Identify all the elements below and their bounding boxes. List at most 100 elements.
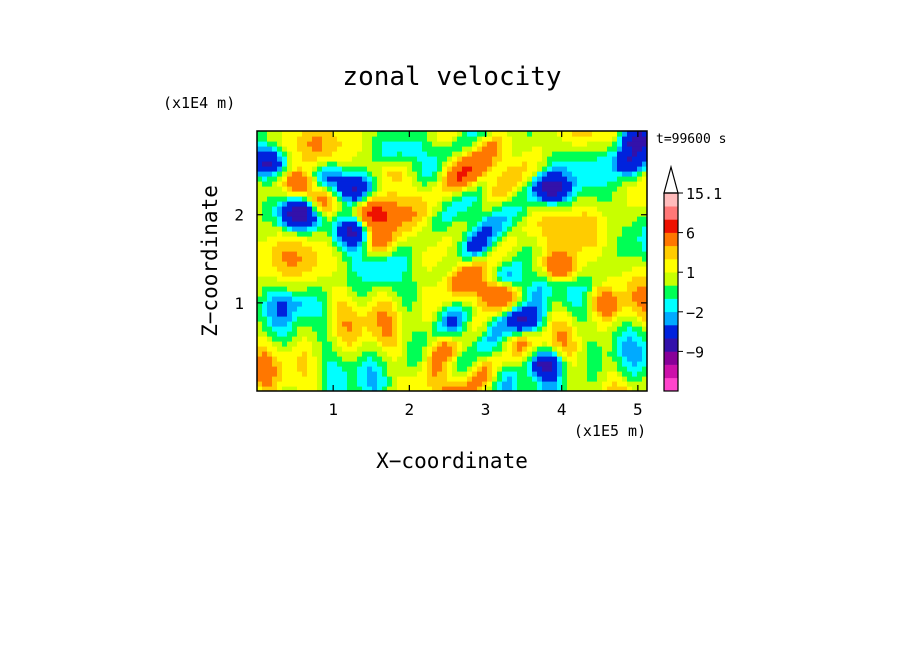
field-cell [497, 301, 503, 307]
field-cell [537, 246, 543, 252]
field-cell [632, 321, 638, 327]
field-cell [507, 386, 513, 391]
field-cell [292, 291, 298, 297]
field-cell [362, 211, 368, 217]
field-cell [382, 381, 388, 387]
field-cell [357, 311, 363, 317]
field-cell [312, 366, 318, 372]
field-cell [412, 366, 418, 372]
field-cell [327, 256, 333, 262]
field-cell [642, 321, 647, 327]
field-cell [562, 361, 568, 367]
field-cell [612, 196, 618, 202]
field-cell [612, 211, 618, 217]
field-cell [592, 316, 598, 322]
field-cell [387, 156, 393, 162]
field-cell [272, 351, 278, 357]
field-cell [387, 206, 393, 212]
field-cell [632, 256, 638, 262]
field-cell [572, 246, 578, 252]
field-cell [487, 146, 493, 152]
field-cell [292, 341, 298, 347]
field-cell [447, 151, 453, 157]
field-cell [577, 376, 583, 382]
field-cell [427, 271, 433, 277]
field-cell [502, 291, 508, 297]
field-cell [272, 186, 278, 192]
field-cell [492, 131, 498, 137]
field-cell [432, 351, 438, 357]
field-cell [622, 131, 628, 137]
field-cell [317, 171, 323, 177]
field-cell [472, 211, 478, 217]
field-cell [312, 276, 318, 282]
field-cell [302, 376, 308, 382]
field-cell [572, 161, 578, 167]
field-cell [592, 276, 598, 282]
x-axis-label: X−coordinate [376, 449, 528, 473]
field-cell [312, 336, 318, 342]
field-cell [382, 326, 388, 332]
field-cell [517, 251, 523, 257]
field-cell [627, 156, 633, 162]
field-cell [587, 231, 593, 237]
field-cell [632, 226, 638, 232]
field-cell [317, 366, 323, 372]
field-cell [522, 331, 528, 337]
field-cell [392, 361, 398, 367]
field-cell [522, 311, 528, 317]
field-cell [642, 351, 647, 357]
field-cell [457, 331, 463, 337]
field-cell [367, 266, 373, 272]
field-cell [497, 286, 503, 292]
field-cell [322, 286, 328, 292]
field-cell [527, 341, 533, 347]
field-cell [612, 216, 618, 222]
velocity-field [257, 131, 647, 391]
field-cell [447, 296, 453, 302]
field-cell [467, 291, 473, 297]
field-cell [582, 366, 588, 372]
field-cell [627, 326, 633, 332]
field-cell [377, 336, 383, 342]
field-cell [522, 186, 528, 192]
field-cell [412, 216, 418, 222]
field-cell [522, 146, 528, 152]
field-cell [432, 256, 438, 262]
field-cell [357, 351, 363, 357]
field-cell [307, 306, 313, 312]
field-cell [387, 236, 393, 242]
field-cell [272, 341, 278, 347]
field-cell [482, 211, 488, 217]
field-cell [292, 271, 298, 277]
field-cell [492, 246, 498, 252]
field-cell [642, 171, 647, 177]
field-cell [357, 161, 363, 167]
field-cell [407, 316, 413, 322]
field-cell [437, 186, 443, 192]
field-cell [497, 281, 503, 287]
field-cell [432, 251, 438, 257]
field-cell [462, 271, 468, 277]
field-cell [637, 226, 643, 232]
field-cell [517, 336, 523, 342]
field-cell [457, 186, 463, 192]
y-tick-label: 2 [234, 206, 244, 225]
field-cell [367, 366, 373, 372]
field-cell [522, 301, 528, 307]
field-cell [422, 286, 428, 292]
field-cell [407, 296, 413, 302]
field-cell [632, 301, 638, 307]
field-cell [432, 131, 438, 137]
field-cell [587, 166, 593, 172]
field-cell [612, 166, 618, 172]
field-cell [642, 346, 647, 352]
field-cell [417, 356, 423, 362]
field-cell [372, 156, 378, 162]
field-cell [407, 186, 413, 192]
field-cell [607, 281, 613, 287]
field-cell [497, 321, 503, 327]
field-cell [347, 301, 353, 307]
field-cell [307, 371, 313, 377]
